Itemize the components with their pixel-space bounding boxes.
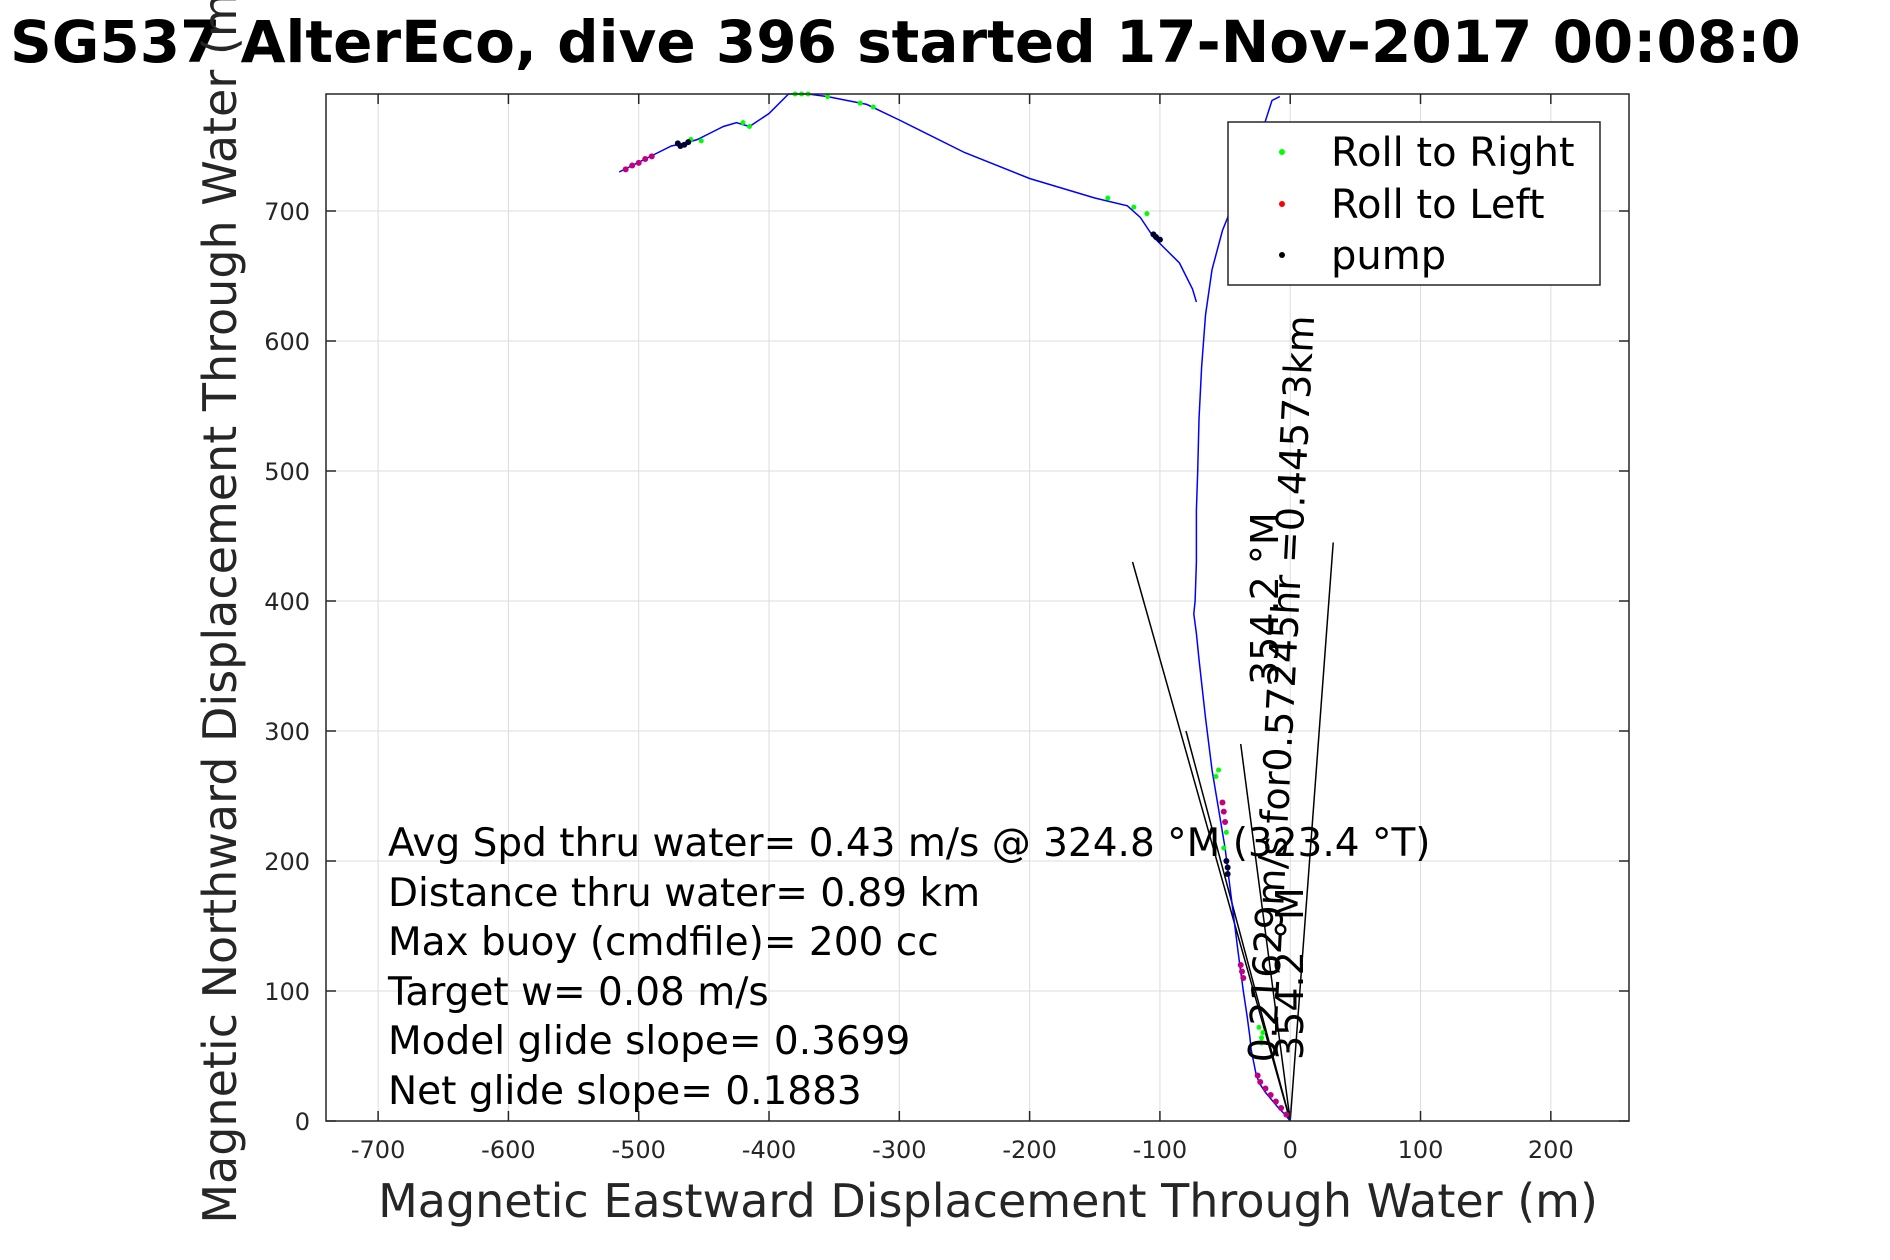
roll-left-point (1272, 1098, 1279, 1105)
roll-left-point (648, 153, 655, 160)
legend-label-roll-left: Roll to Left (1331, 182, 1545, 228)
roll-left-point (642, 156, 649, 162)
pump-point (1224, 864, 1231, 871)
roll-left-point (1220, 808, 1227, 815)
roll-right-point (1216, 767, 1222, 773)
glider-track (618, 93, 1291, 1122)
roll-right-point (1213, 774, 1219, 779)
legend-marker-pump (1279, 252, 1285, 258)
heading-line-1 (1289, 542, 1334, 1122)
x-tick-label: 100 (1398, 1136, 1444, 1164)
legend-marker-roll-right (1279, 149, 1285, 155)
model-glide-text: Model glide slope= 0.3699 (388, 1019, 910, 1064)
roll-left-point (1283, 1111, 1290, 1118)
axes-frame (325, 93, 1630, 1122)
stats-annotations: Avg Spd thru water= 0.43 m/s @ 324.8 °M … (387, 821, 1431, 1114)
roll-left-point (1239, 968, 1246, 975)
y-tick-label: 500 (264, 458, 310, 486)
pump-point (685, 139, 692, 146)
legend-label-roll-right: Roll to Right (1331, 130, 1575, 176)
roll-right-point (740, 120, 746, 126)
x-tick-label: -300 (872, 1136, 926, 1164)
roll-left-point (622, 166, 629, 173)
track-line-lower (1193, 95, 1291, 1122)
distance-text: Distance thru water= 0.89 km (388, 871, 980, 916)
legend-box (1227, 121, 1601, 286)
roll-right-point (1223, 829, 1229, 835)
roll-right-point (698, 138, 704, 144)
x-tick-label: -700 (351, 1136, 405, 1164)
x-tick-label: 0 (1283, 1136, 1298, 1164)
pump-point (1156, 236, 1163, 243)
legend-label-pump: pump (1331, 233, 1446, 279)
roll-left-point (1240, 975, 1247, 981)
roll-left-point (1257, 1079, 1264, 1085)
chart-title: SG537 AlterEco, dive 396 started 17-Nov-… (10, 8, 1801, 76)
roll-left-point (1267, 1092, 1274, 1098)
heading-line-2 (1239, 743, 1291, 1122)
roll-right-point (870, 104, 876, 110)
roll-right-point (1144, 211, 1150, 217)
roll-left-point (1237, 962, 1244, 968)
pump-point (1224, 871, 1231, 877)
roll-right-point (1256, 1024, 1262, 1030)
pump-point (1223, 858, 1230, 864)
roll-left-point (635, 159, 642, 166)
heading-line-3 (1185, 730, 1291, 1122)
x-ticks: -700 -600 -500 -400 -300 -200 -100 0 100 200 (351, 94, 1574, 1164)
roll-right-point (1105, 195, 1111, 201)
y-ticks: 0 100 200 300 400 500 600 700 (264, 198, 1629, 1136)
legend: Roll to Right Roll to Left pump (1227, 121, 1601, 286)
x-tick-label: -100 (1133, 1136, 1187, 1164)
roll-left-point (1278, 1105, 1285, 1111)
heading-annotation-upper: 354.2 °M (1243, 512, 1287, 685)
x-tick-label: -200 (1002, 1136, 1056, 1164)
x-tick-label: -400 (742, 1136, 796, 1164)
roll-right-point (1260, 1030, 1266, 1036)
roll-right-point (825, 94, 831, 100)
y-tick-label: 700 (264, 198, 310, 226)
roll-left-point (1222, 819, 1229, 825)
x-tick-label: 200 (1528, 1136, 1574, 1164)
roll-markers (622, 91, 1290, 1118)
heading-annotation-lower: 354.2 °M (1268, 887, 1312, 1060)
net-glide-text: Net glide slope= 0.1883 (388, 1069, 862, 1114)
y-tick-label: 200 (264, 848, 310, 876)
legend-marker-roll-left (1279, 201, 1285, 207)
roll-left-point (1254, 1072, 1261, 1079)
roll-right-point (1259, 1040, 1265, 1046)
max-buoy-text: Max buoy (cmdfile)= 200 cc (388, 920, 939, 965)
y-tick-label: 300 (264, 718, 310, 746)
roll-right-point (1131, 204, 1137, 210)
x-axis-label: Magnetic Eastward Displacement Through W… (378, 1174, 1598, 1228)
y-tick-label: 0 (295, 1108, 310, 1136)
y-tick-label: 100 (264, 978, 310, 1006)
y-tick-label: 400 (264, 588, 310, 616)
roll-right-point (1259, 1035, 1265, 1041)
y-tick-label: 600 (264, 328, 310, 356)
roll-right-point (1221, 845, 1227, 851)
heading-line-0 (1131, 561, 1291, 1122)
roll-right-point (857, 100, 863, 106)
heading-lines (1131, 542, 1334, 1122)
x-tick-label: -500 (611, 1136, 665, 1164)
roll-right-point (746, 124, 752, 129)
target-w-text: Target w= 0.08 m/s (387, 970, 769, 1015)
roll-left-point (1219, 799, 1226, 806)
x-tick-label: -600 (481, 1136, 535, 1164)
roll-left-point (1262, 1085, 1269, 1092)
y-axis-label: Magnetic Northward Displacement Through … (193, 0, 247, 1224)
avg-speed-text: Avg Spd thru water= 0.43 m/s @ 324.8 °M … (388, 821, 1431, 866)
roll-left-point (629, 162, 636, 169)
